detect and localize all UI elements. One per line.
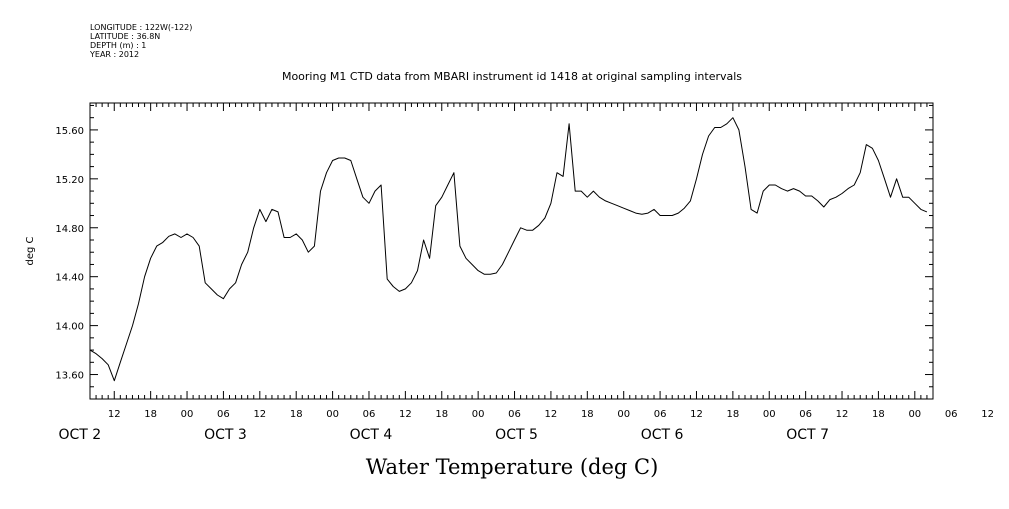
x-day-label: OCT 3 xyxy=(204,427,247,443)
depth-text: DEPTH (m) : 1 xyxy=(90,41,146,50)
x-hour-label: 12 xyxy=(399,409,412,420)
plot-frame xyxy=(89,102,934,400)
x-hour-label: 18 xyxy=(872,409,885,420)
year-text: YEAR : 2012 xyxy=(89,50,139,59)
x-hour-label: 00 xyxy=(617,409,630,420)
x-hour-label: 00 xyxy=(181,409,194,420)
y-tick-label: 13.60 xyxy=(55,371,84,382)
y-axis: 13.60 14.00 14.40 14.80 15.20 15.60 xyxy=(55,104,933,388)
y-tick-label: 14.80 xyxy=(55,224,84,235)
x-hour-label: 00 xyxy=(908,409,921,420)
y-tick-label: 15.20 xyxy=(55,175,84,186)
x-hour-label: 00 xyxy=(326,409,339,420)
water-temperature-line xyxy=(89,117,928,382)
x-hour-label: 18 xyxy=(435,409,448,420)
y-tick-label: 14.40 xyxy=(55,273,84,284)
x-hour-label: 18 xyxy=(290,409,303,420)
x-day-label: OCT 4 xyxy=(350,427,393,443)
latitude-text: LATITUDE : 36.8N xyxy=(90,32,160,41)
x-day-label: OCT 2 xyxy=(59,427,102,443)
y-axis-label: deg C xyxy=(25,236,36,265)
x-hour-label: 06 xyxy=(363,409,376,420)
x-hour-label: 18 xyxy=(581,409,594,420)
x-day-label: OCT 5 xyxy=(495,427,538,443)
x-hour-label: 12 xyxy=(690,409,703,420)
x-hour-label: 12 xyxy=(253,409,266,420)
y-tick-label: 14.00 xyxy=(55,322,84,333)
x-hour-label: 06 xyxy=(945,409,958,420)
x-hour-label: 06 xyxy=(654,409,667,420)
x-hour-label: 06 xyxy=(508,409,521,420)
x-hour-label: 00 xyxy=(763,409,776,420)
chart-title: Mooring M1 CTD data from MBARI instrumen… xyxy=(282,70,742,83)
x-hour-label: 06 xyxy=(217,409,230,420)
y-tick-label: 15.60 xyxy=(55,126,84,137)
x-hour-label: 12 xyxy=(836,409,849,420)
x-hour-label: 12 xyxy=(981,409,994,420)
x-hour-label: 06 xyxy=(799,409,812,420)
x-day-label: OCT 6 xyxy=(641,427,684,443)
x-hour-label: 00 xyxy=(472,409,485,420)
x-hour-label: 12 xyxy=(545,409,558,420)
series-layer xyxy=(89,117,928,382)
longitude-text: LONGITUDE : 122W(-122) xyxy=(90,23,192,32)
x-axis-title: Water Temperature (deg C) xyxy=(366,455,659,479)
x-hour-label: 18 xyxy=(144,409,157,420)
x-hour-label: 12 xyxy=(108,409,121,420)
x-day-label: OCT 7 xyxy=(786,427,829,443)
x-axis: 12 18 00 06 12 18 00 06 12 18 00 06 12 18 00 06 12 18 00 06… xyxy=(59,103,994,443)
x-hour-label: 18 xyxy=(726,409,739,420)
